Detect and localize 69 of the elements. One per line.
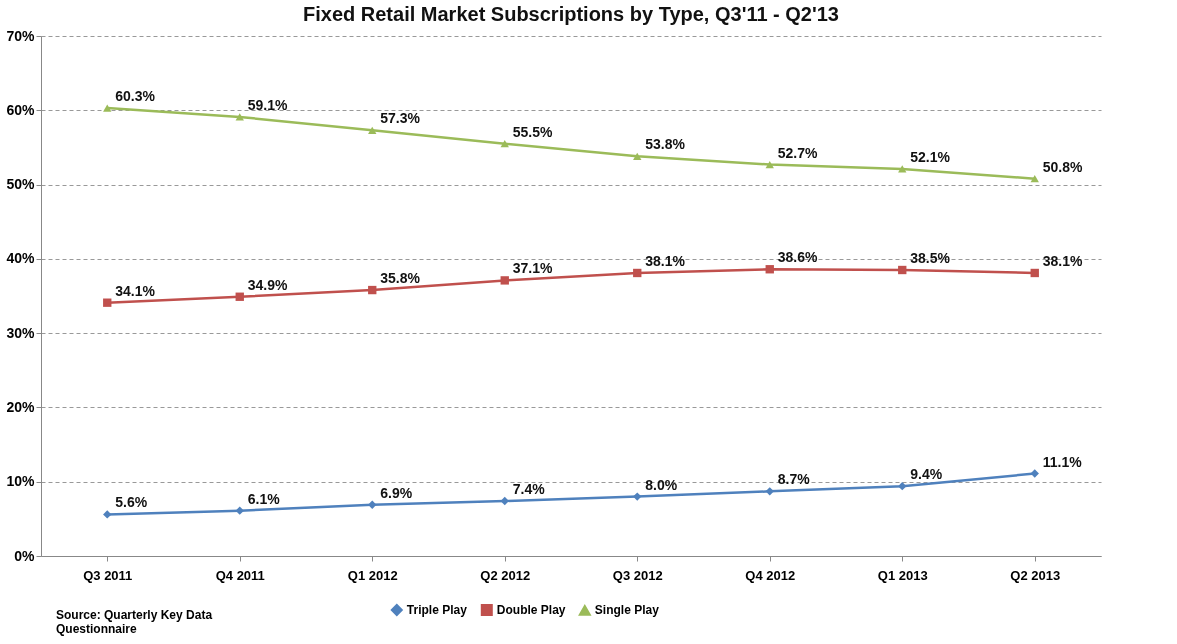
data-label: 6.9% [380, 484, 413, 501]
source-note: Source: Quarterly Key Data Questionnaire [56, 608, 214, 636]
y-tick-label: 0% [14, 547, 36, 564]
data-label: 7.4% [512, 481, 546, 498]
point [1030, 268, 1039, 278]
point [898, 481, 907, 491]
y-tick-label: 20% [6, 398, 36, 415]
x-tick-label: Q4 2012 [745, 567, 796, 583]
point [765, 160, 774, 169]
data-label: 38.1% [645, 252, 686, 269]
data-label: 34.9% [247, 276, 288, 293]
point [1030, 469, 1039, 478]
point [500, 276, 509, 285]
y-tick-label: 70% [6, 27, 36, 44]
legend-label: Double Play [496, 603, 566, 617]
x-tick-label: Q2 2013 [1010, 567, 1061, 583]
data-label: 50.8% [1042, 158, 1083, 175]
data-label: 57.3% [380, 110, 421, 127]
data-label: 38.6% [777, 249, 818, 266]
y-tick-label: 30% [6, 324, 36, 341]
point [103, 510, 112, 519]
x-tick-label: Q3 2012 [612, 567, 663, 583]
data-label: 38.1% [1042, 252, 1083, 269]
x-tick-label: Q2 2012 [480, 567, 531, 583]
point [368, 500, 377, 509]
point [500, 496, 509, 506]
point [235, 292, 244, 301]
point [765, 265, 774, 274]
data-label: 59.1% [247, 96, 288, 113]
data-label: 35.8% [380, 270, 421, 287]
point [765, 487, 774, 496]
data-label: 55.5% [512, 123, 553, 140]
point [898, 165, 907, 173]
data-label: 52.7% [777, 144, 818, 161]
point [103, 298, 112, 307]
x-tick-label: Q1 2012 [347, 567, 398, 583]
data-label: 37.1% [512, 260, 553, 277]
point [633, 268, 642, 278]
point [633, 152, 642, 160]
data-label: 38.5% [910, 250, 951, 266]
data-label: 8.7% [777, 471, 811, 488]
chart-title: Fixed Retail Market Subscriptions by Type, Q3'11 - Q2'13 [303, 3, 839, 25]
y-tick-label: 40% [6, 250, 36, 267]
y-tick-label: 10% [6, 473, 36, 490]
point [1030, 175, 1039, 183]
data-label: 52.1% [910, 148, 951, 165]
data-label: 8.0% [645, 476, 678, 493]
data-label: 9.4% [910, 466, 943, 483]
point [368, 285, 377, 295]
data-label: 11.1% [1042, 453, 1083, 470]
point [103, 104, 112, 112]
x-tick-label: Q4 2011 [215, 567, 265, 583]
data-label: 60.3% [115, 88, 156, 105]
point [235, 113, 244, 121]
data-label: 5.6% [115, 494, 148, 511]
data-label: 53.8% [645, 136, 686, 153]
y-tick-label: 50% [6, 176, 36, 193]
point [368, 126, 377, 134]
point [235, 506, 244, 515]
legend-label: Single Play [594, 603, 660, 618]
point [633, 492, 642, 501]
point [500, 140, 509, 148]
y-tick-label: 60% [6, 101, 36, 118]
legend-label: Triple Play [406, 603, 468, 617]
data-label: 34.1% [115, 282, 156, 299]
x-tick-label: Q1 2013 [877, 567, 928, 583]
data-label: 6.1% [247, 490, 281, 507]
x-tick-label: Q3 2011 [83, 567, 133, 583]
point [898, 265, 907, 275]
